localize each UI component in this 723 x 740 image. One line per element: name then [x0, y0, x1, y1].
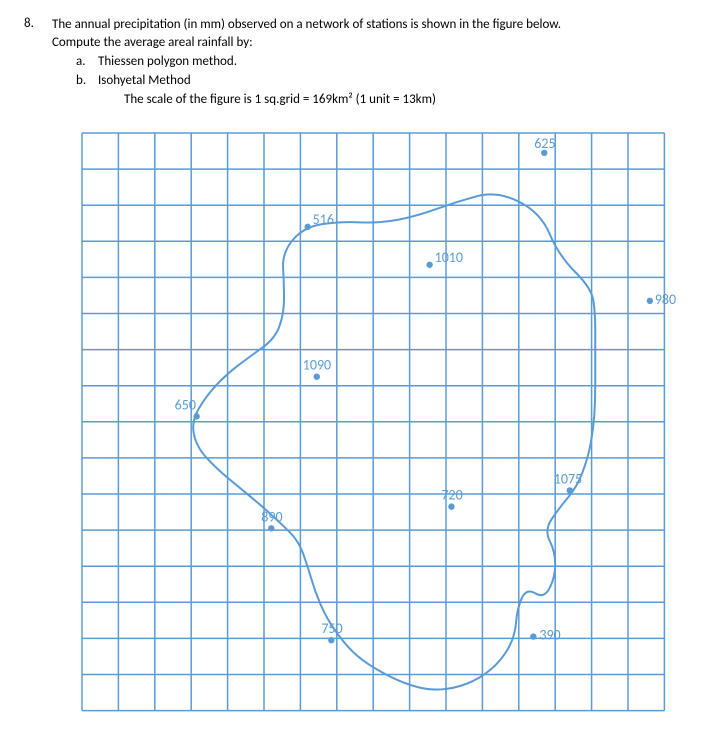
part-text: Thiessen polygon method. — [98, 53, 237, 71]
station-label: 390 — [539, 626, 560, 643]
part-letter: a. — [76, 53, 98, 71]
station-label: 625 — [534, 135, 555, 152]
grid-figure: 625 516 1010 980 1090 650 1075 720 890 750 390 — [72, 123, 676, 723]
question-block: 8. The annual precipitation (in mm) obse… — [24, 16, 699, 109]
question-parts: a. Thiessen polygon method. b. Isohyetal… — [52, 53, 699, 89]
station-label: 980 — [655, 291, 676, 308]
station-dot — [426, 261, 432, 267]
station-dot — [314, 373, 320, 379]
station-label: 720 — [441, 486, 462, 503]
figure: 625 516 1010 980 1090 650 1075 720 890 750 390 — [72, 123, 699, 723]
question-part: a. Thiessen polygon method. — [76, 53, 699, 71]
station-label: 650 — [175, 396, 196, 413]
station-dot — [567, 487, 573, 493]
station-dot — [268, 525, 274, 531]
question-line2: Compute the average areal rainfall by: — [52, 34, 699, 52]
station-label: 1090 — [303, 356, 331, 373]
part-letter: b. — [76, 72, 98, 90]
station-dot — [193, 413, 199, 419]
station-label: 516 — [313, 211, 334, 228]
scale-note: The scale of the figure is 1 sq.grid = 1… — [52, 91, 699, 109]
station-label: 1010 — [435, 248, 463, 265]
question-part: b. Isohyetal Method — [76, 72, 699, 90]
station-dot — [328, 637, 334, 643]
part-text: Isohyetal Method — [98, 72, 191, 90]
station-label: 1075 — [554, 470, 582, 487]
station-label: 890 — [261, 508, 282, 525]
question-line1: The annual precipitation (in mm) observe… — [52, 16, 699, 34]
catchment-boundary — [193, 194, 595, 689]
station-dot — [304, 223, 310, 229]
station-dot — [448, 503, 454, 509]
question-number: 8. — [24, 16, 52, 109]
question-body: The annual precipitation (in mm) observe… — [52, 16, 699, 109]
station-dot — [647, 297, 653, 303]
station-dot — [530, 633, 536, 639]
station-label: 750 — [321, 620, 342, 637]
